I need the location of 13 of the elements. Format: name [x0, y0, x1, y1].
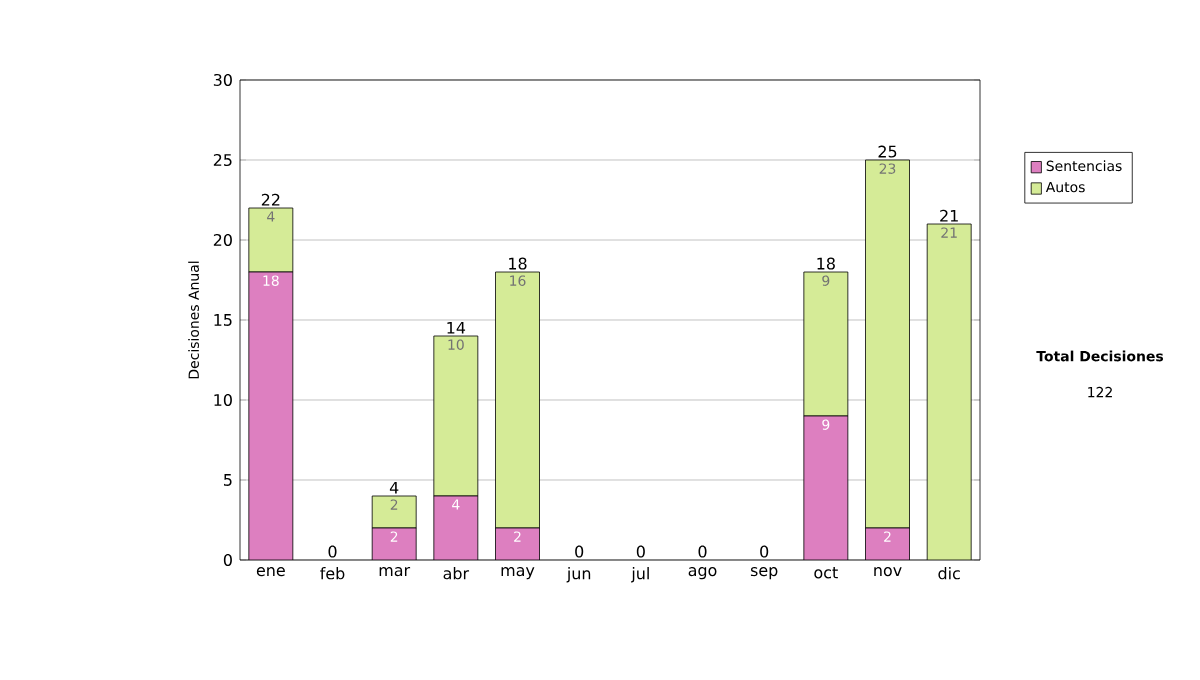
bar	[371, 527, 417, 560]
bar	[495, 271, 540, 529]
bar	[803, 271, 849, 417]
bar	[926, 223, 972, 560]
bar	[495, 527, 540, 560]
bar	[803, 415, 849, 560]
bar	[865, 159, 910, 529]
bar	[433, 335, 479, 497]
bar	[865, 527, 910, 560]
bar	[248, 207, 294, 273]
bar	[248, 271, 294, 560]
bar	[371, 495, 417, 529]
bar	[433, 495, 479, 560]
